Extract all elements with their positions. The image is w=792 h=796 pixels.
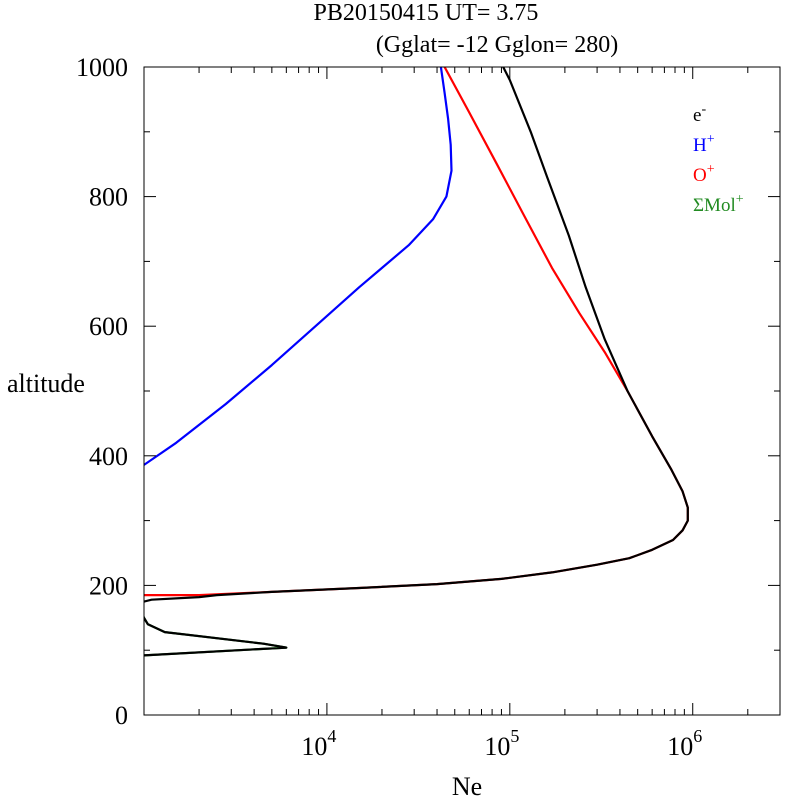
x-tick-labels: 104 105 106 (301, 726, 702, 761)
axis-ticks (143, 66, 781, 716)
series-line-oxygen-ion (144, 67, 689, 597)
x-axis-label: Ne (452, 772, 482, 796)
y-tick-label: 400 (89, 442, 128, 471)
series-line-electron (144, 67, 689, 657)
data-series (144, 67, 689, 657)
legend: e- H+ O+ ΣMol+ (693, 102, 744, 216)
legend-molecular-ion: ΣMol+ (693, 192, 744, 216)
y-tick-label: 200 (89, 571, 128, 600)
y-tick-label: 600 (89, 312, 128, 341)
y-tick-label: 0 (115, 701, 128, 730)
y-tick-label: 1000 (76, 53, 128, 82)
y-tick-labels: 0 200 400 600 800 1000 (76, 53, 128, 730)
chart-subtitle: (Gglat= -12 Gglon= 280) (376, 32, 618, 58)
legend-hydrogen-ion: H+ (693, 132, 715, 156)
x-tick-label: 104 (301, 726, 336, 761)
x-tick-label: 105 (484, 726, 519, 761)
legend-electron: e- (693, 102, 706, 126)
x-tick-label: 106 (667, 726, 702, 761)
series-line-hydrogen-ion (144, 67, 453, 466)
y-tick-label: 800 (89, 183, 128, 212)
legend-oxygen-ion: O+ (693, 162, 715, 186)
chart-title: PB20150415 UT= 3.75 (314, 0, 539, 26)
plot-frame (143, 66, 781, 716)
y-axis-label: altitude (7, 369, 85, 398)
